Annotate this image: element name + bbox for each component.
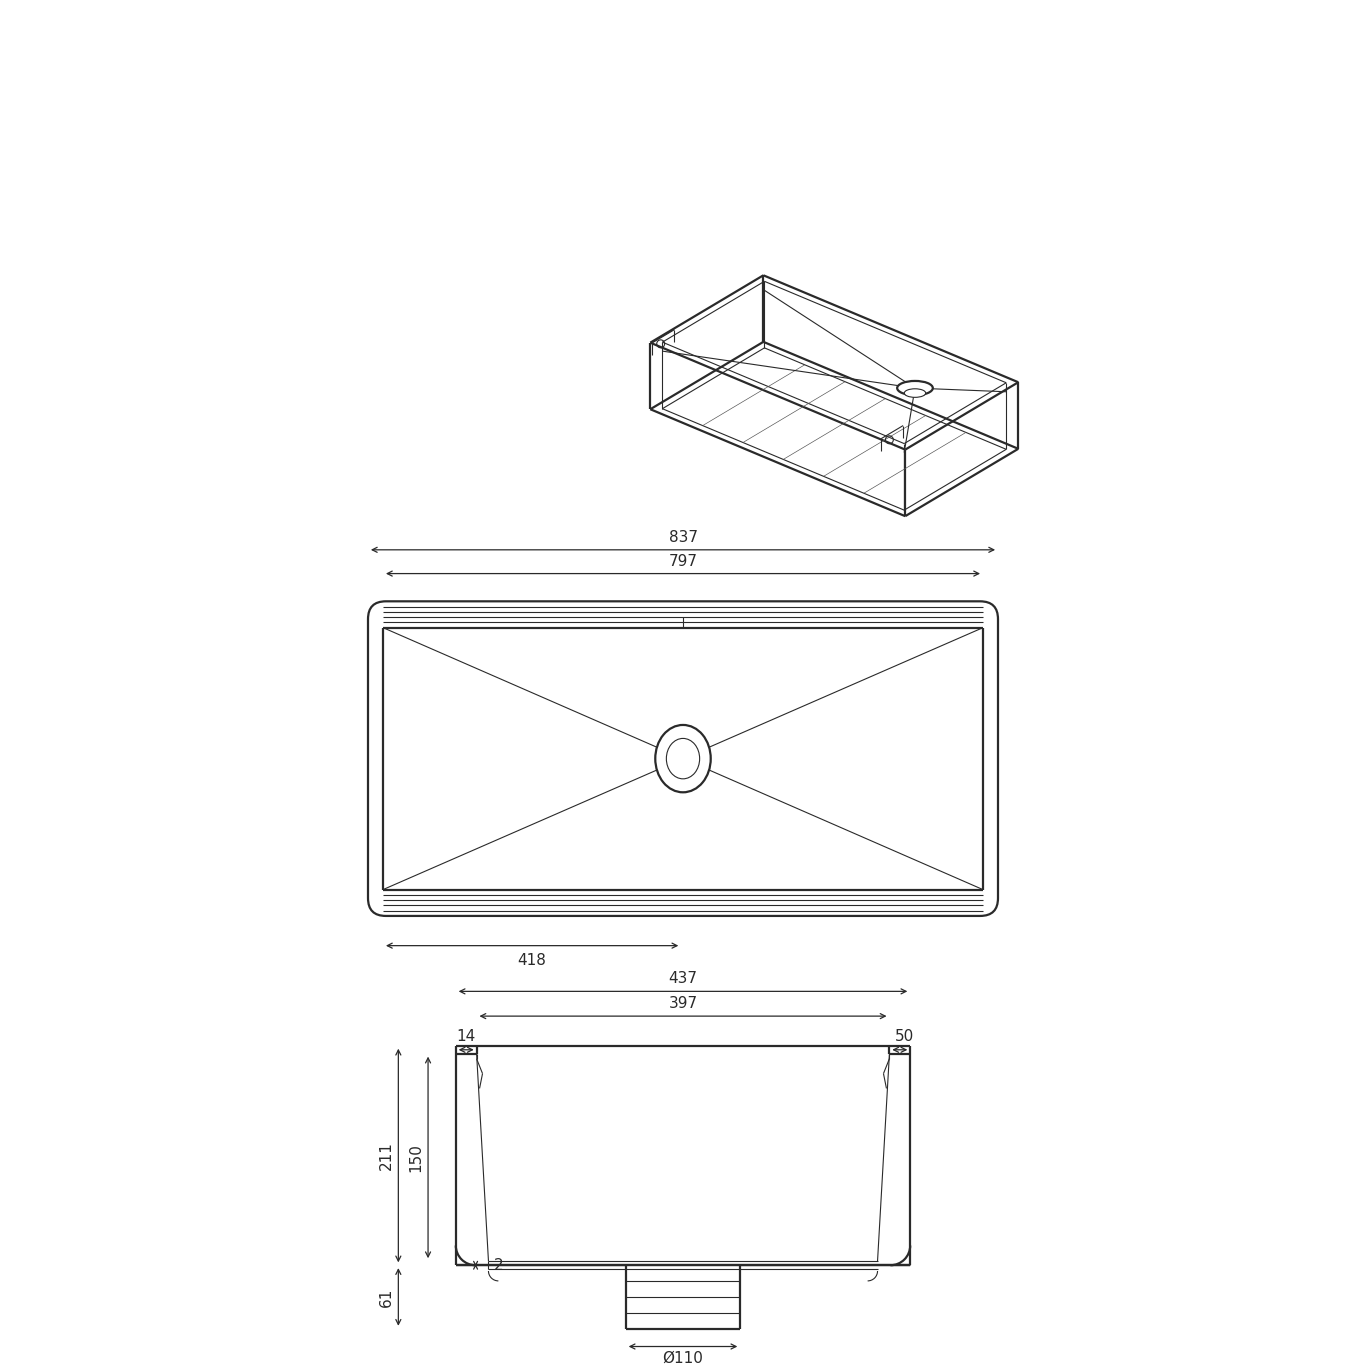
Text: 150: 150 (408, 1143, 423, 1172)
Text: 418: 418 (518, 952, 546, 967)
Text: Ø110: Ø110 (663, 1351, 703, 1366)
Text: 50: 50 (895, 1029, 914, 1044)
Text: 437: 437 (668, 971, 698, 986)
Text: 211: 211 (378, 1141, 393, 1169)
Ellipse shape (656, 725, 710, 792)
Text: 837: 837 (668, 530, 698, 545)
Text: 397: 397 (668, 996, 698, 1011)
Text: 14: 14 (456, 1029, 475, 1044)
Ellipse shape (904, 389, 926, 398)
Text: 2: 2 (493, 1258, 503, 1273)
Ellipse shape (897, 381, 933, 395)
Text: 797: 797 (668, 553, 698, 568)
Ellipse shape (667, 739, 699, 779)
Text: 61: 61 (378, 1287, 393, 1307)
